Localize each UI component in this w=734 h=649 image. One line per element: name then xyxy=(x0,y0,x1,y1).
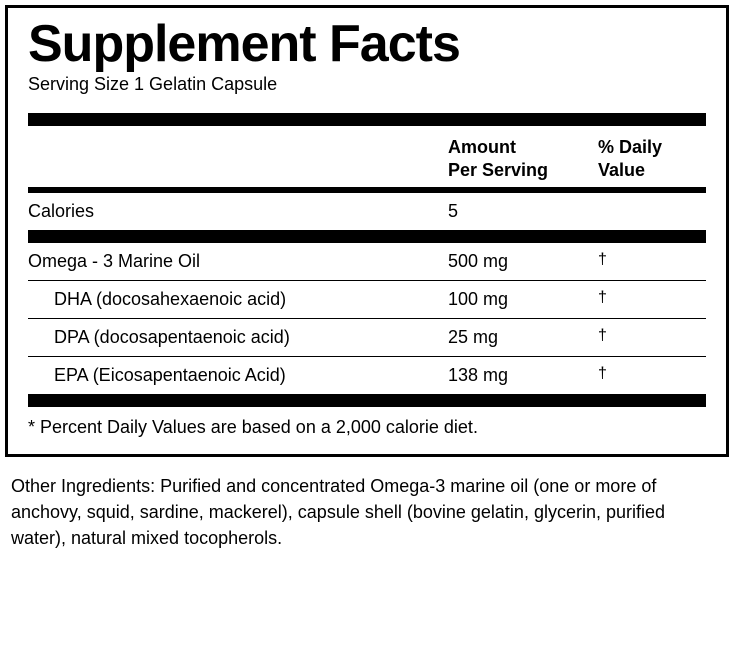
nutrient-rows: Omega - 3 Marine Oil500 mg†DHA (docosahe… xyxy=(28,243,706,394)
nutrient-amount: 138 mg xyxy=(448,365,598,386)
divider-thick xyxy=(28,230,706,243)
nutrient-dv: † xyxy=(598,289,706,307)
divider-thick xyxy=(28,113,706,126)
header-dv: % Daily Value xyxy=(598,136,706,181)
calories-value: 5 xyxy=(448,201,598,222)
column-header-row: Amount Per Serving % Daily Value xyxy=(28,126,706,187)
footnote: * Percent Daily Values are based on a 2,… xyxy=(28,407,706,442)
nutrient-name: DPA (docosapentaenoic acid) xyxy=(28,327,448,348)
other-ingredients: Other Ingredients: Purified and concentr… xyxy=(5,473,729,551)
nutrient-row: Omega - 3 Marine Oil500 mg† xyxy=(28,243,706,280)
divider-thick xyxy=(28,394,706,407)
supplement-facts-panel: Supplement Facts Serving Size 1 Gelatin … xyxy=(5,5,729,457)
calories-label: Calories xyxy=(28,201,448,222)
header-amount: Amount Per Serving xyxy=(448,136,598,181)
nutrient-amount: 100 mg xyxy=(448,289,598,310)
nutrient-name: EPA (Eicosapentaenoic Acid) xyxy=(28,365,448,386)
nutrient-name: Omega - 3 Marine Oil xyxy=(28,251,448,272)
calories-row: Calories 5 xyxy=(28,193,706,230)
nutrient-amount: 500 mg xyxy=(448,251,598,272)
serving-size: Serving Size 1 Gelatin Capsule xyxy=(28,74,706,95)
nutrient-amount: 25 mg xyxy=(448,327,598,348)
nutrient-name: DHA (docosahexaenoic acid) xyxy=(28,289,448,310)
nutrient-dv: † xyxy=(598,251,706,269)
nutrient-row: EPA (Eicosapentaenoic Acid)138 mg† xyxy=(28,357,706,394)
nutrient-row: DPA (docosapentaenoic acid)25 mg† xyxy=(28,319,706,356)
nutrient-row: DHA (docosahexaenoic acid)100 mg† xyxy=(28,281,706,318)
nutrient-dv: † xyxy=(598,365,706,383)
panel-title: Supplement Facts xyxy=(28,18,706,70)
nutrient-dv: † xyxy=(598,327,706,345)
